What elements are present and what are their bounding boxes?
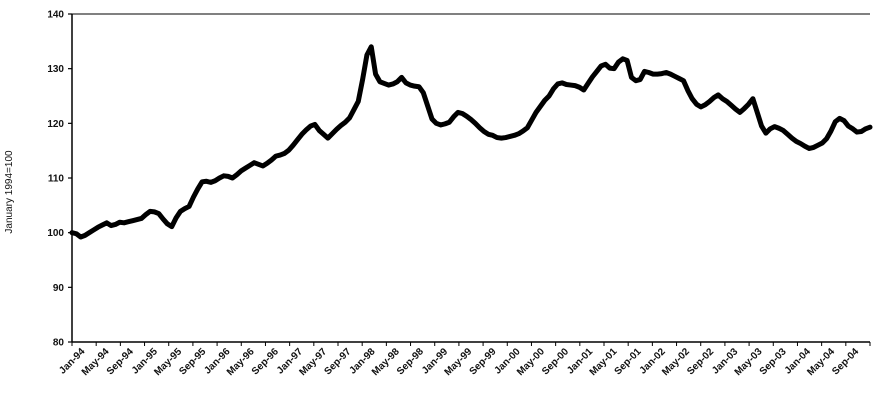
x-tick-label: May-04 [805,346,837,378]
y-tick-label: 80 [53,338,65,349]
x-tick-label: Sep-97 [322,346,353,377]
x-tick-label: Sep-00 [540,346,571,377]
x-tick-label: May-01 [588,346,620,378]
x-tick-label: Sep-95 [177,346,208,377]
y-tick-label: 90 [53,283,65,294]
x-tick-label: May-02 [660,346,692,378]
x-tick-label: Sep-04 [830,346,861,377]
x-tick-label: May-95 [152,346,184,378]
x-tick-label: Sep-02 [685,346,716,377]
x-tick-label: Sep-01 [613,346,644,377]
y-axis-title: January 1994=100 [4,150,15,234]
x-tick-label: Sep-96 [250,346,281,377]
x-tick-label: Sep-03 [758,346,789,377]
x-tick-label: May-98 [370,346,402,378]
x-tick-label: Sep-94 [105,346,136,377]
x-tick-label: May-99 [443,346,475,378]
y-tick-label: 140 [47,10,64,21]
series-line [69,44,873,240]
y-tick-label: 100 [47,228,64,239]
x-tick-label: May-97 [297,346,329,378]
x-tick-label: May-94 [80,346,112,378]
x-tick-label: Sep-99 [468,346,499,377]
y-tick-label: 120 [47,119,64,130]
x-tick-label: Sep-98 [395,346,426,377]
x-tick-label: May-96 [225,346,257,378]
x-tick-label: May-03 [733,346,765,378]
y-tick-label: 130 [47,64,64,75]
y-tick-label: 110 [48,174,65,185]
x-tick-label: May-00 [515,346,547,378]
